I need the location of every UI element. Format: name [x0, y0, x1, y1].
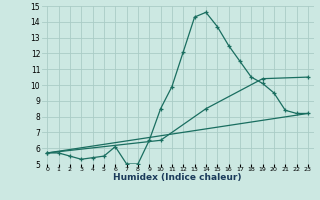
X-axis label: Humidex (Indice chaleur): Humidex (Indice chaleur) — [113, 173, 242, 182]
